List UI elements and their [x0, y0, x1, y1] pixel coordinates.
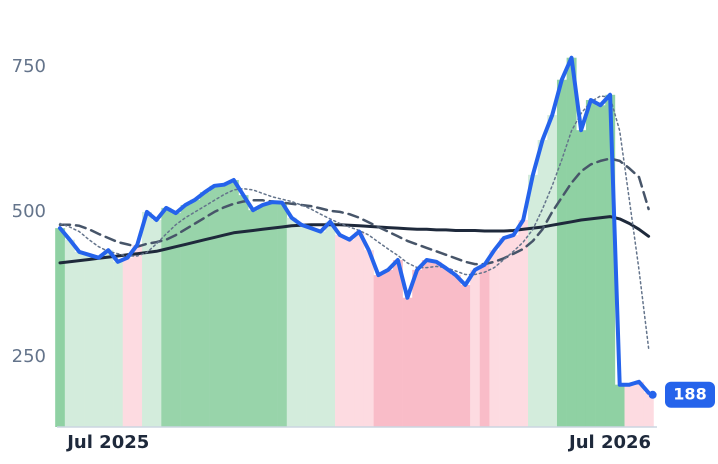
area-column	[180, 204, 191, 427]
area-column	[489, 250, 500, 427]
area-column	[499, 238, 510, 427]
area-column	[547, 115, 558, 427]
area-column	[605, 94, 616, 427]
area-column	[470, 269, 481, 427]
area-column	[151, 220, 162, 427]
area-column	[238, 195, 249, 427]
area-column	[132, 244, 143, 427]
area-column	[537, 140, 548, 427]
area-column	[306, 228, 317, 427]
y-tick-label: 500	[12, 201, 46, 222]
area-column	[122, 257, 133, 427]
area-column	[373, 275, 384, 427]
area-column	[113, 261, 124, 427]
area-column	[412, 269, 423, 427]
area-column	[344, 239, 355, 427]
area-column	[335, 235, 345, 427]
area-column	[74, 251, 85, 427]
area-column	[363, 250, 374, 427]
line-ma200	[58, 215, 651, 265]
area-column	[402, 297, 413, 427]
area-column	[161, 207, 172, 427]
area-column	[93, 257, 104, 427]
area-column	[219, 184, 230, 427]
area-column	[170, 213, 181, 427]
area-column	[277, 202, 288, 427]
area-column	[643, 392, 654, 427]
area-column	[518, 220, 529, 427]
area-column	[228, 180, 239, 427]
area-group	[55, 57, 654, 428]
area-column	[103, 250, 114, 427]
area-column	[614, 384, 625, 427]
area-column	[257, 204, 268, 427]
line-ma20	[59, 95, 650, 349]
area-column	[296, 224, 307, 427]
last-point	[648, 390, 657, 399]
area-column	[354, 231, 365, 427]
area-column	[595, 105, 606, 428]
area-column	[248, 210, 259, 427]
area-column	[84, 254, 95, 427]
area-column	[325, 221, 336, 427]
area-column	[585, 100, 596, 428]
area-column	[190, 199, 201, 427]
x-tick-label: Jul 2025	[65, 432, 149, 453]
price-badge-label: 188	[673, 384, 706, 403]
line-price	[58, 55, 651, 395]
area-column	[528, 174, 538, 427]
area-column	[441, 268, 452, 427]
area-column	[431, 261, 442, 427]
area-column	[209, 185, 220, 427]
area-column	[392, 260, 403, 427]
price-badge	[665, 381, 715, 408]
area-column	[556, 79, 567, 427]
area-column	[64, 239, 75, 427]
area-column	[383, 269, 394, 427]
area-column	[576, 130, 587, 428]
area-column	[55, 228, 66, 427]
area-column	[421, 260, 432, 427]
x-tick-label: Jul 2026	[567, 432, 651, 453]
area-column	[199, 192, 210, 427]
y-tick-label: 250	[12, 346, 46, 367]
area-column	[267, 202, 278, 427]
area-column	[315, 231, 326, 427]
area-column	[479, 264, 490, 427]
y-tick-label: 750	[12, 56, 46, 77]
area-column	[624, 384, 635, 427]
area-column	[286, 217, 297, 427]
area-column	[508, 235, 519, 427]
area-column	[450, 275, 461, 427]
area-column	[566, 57, 577, 428]
area-column	[634, 381, 645, 427]
area-column	[460, 284, 471, 427]
area-column	[142, 211, 152, 427]
